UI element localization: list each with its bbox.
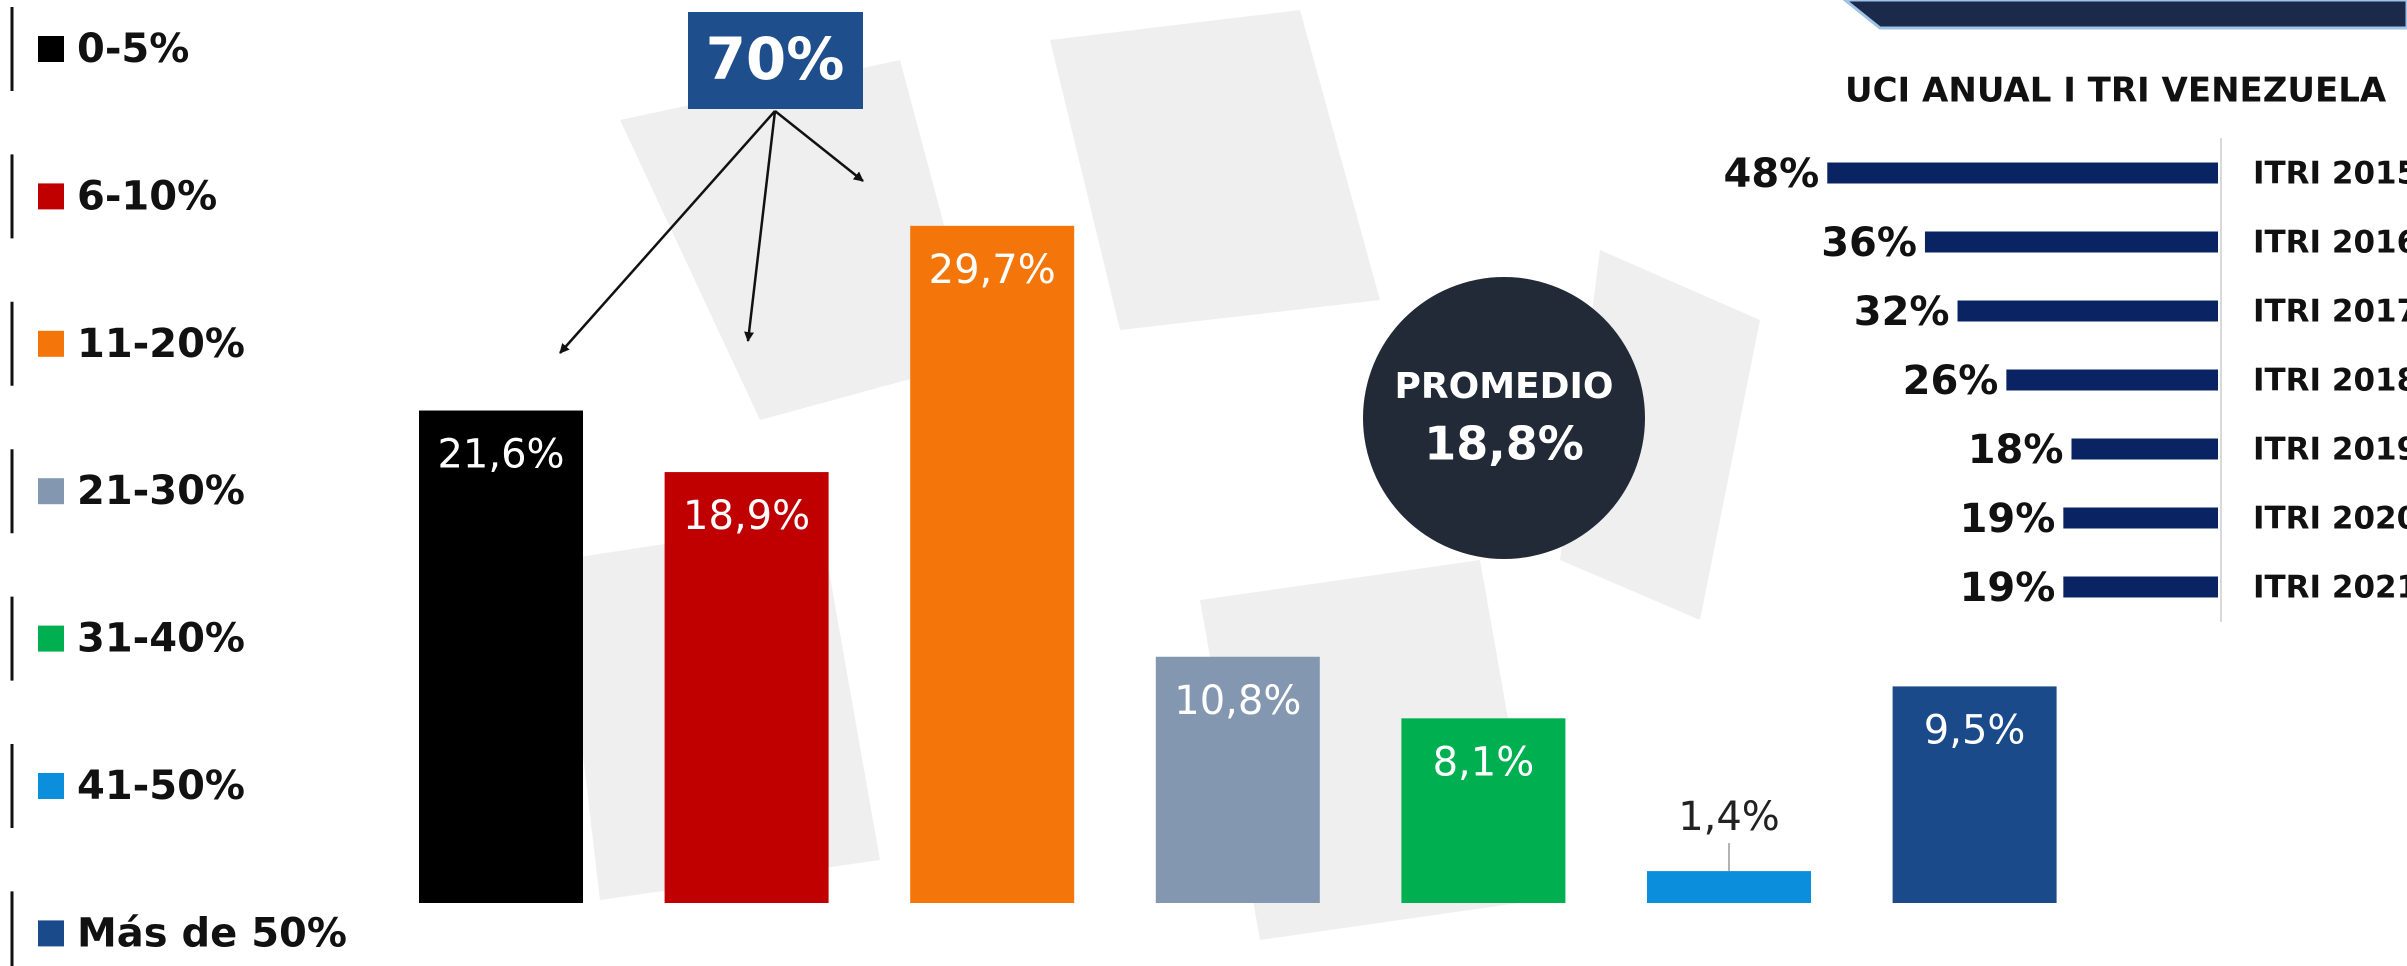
bar <box>1924 231 2218 253</box>
category-label: ITRI 2017 <box>2253 294 2407 330</box>
arrows <box>559 110 864 354</box>
bar <box>1155 656 1320 903</box>
legend-swatch <box>38 920 64 947</box>
legend-label: 21-30% <box>77 468 245 514</box>
bar <box>419 410 583 903</box>
bar <box>1957 300 2218 322</box>
legend-label: 11-20% <box>77 321 245 367</box>
value-label: 10,8% <box>1174 678 1301 724</box>
category-label: ITRI 2016 <box>2253 225 2407 261</box>
average-circle <box>1363 277 1645 559</box>
chart-title: UCI ANUAL I TRI VENEZUELA <box>1845 71 2387 111</box>
value-label: 29,7% <box>929 247 1056 293</box>
bar <box>1892 686 2057 903</box>
legend-swatch <box>38 330 64 357</box>
value-label: 8,1% <box>1433 739 1535 785</box>
bar <box>664 472 829 903</box>
legend-swatch <box>38 773 64 799</box>
legend-label: 0-5% <box>77 26 189 72</box>
legend-swatch <box>38 36 64 62</box>
value-label: 32% <box>1854 289 1950 335</box>
category-label: ITRI 2021 <box>2253 570 2407 606</box>
category-label: ITRI 2018 <box>2253 363 2407 399</box>
header-tab <box>1842 0 2407 30</box>
legend-label: 6-10% <box>77 173 217 219</box>
value-label: 9,5% <box>1924 707 2026 753</box>
bar <box>1401 718 1566 903</box>
value-label: 19% <box>1960 565 2056 611</box>
annotation: 70% <box>706 25 845 93</box>
legend-label: 41-50% <box>77 763 245 809</box>
bar <box>1827 162 2218 184</box>
bar <box>1647 871 1811 903</box>
legend-swatch <box>38 183 64 210</box>
legend-label: Más de 50% <box>77 910 347 956</box>
legend-swatch <box>38 478 64 505</box>
category-label: ITRI 2020 <box>2253 501 2407 537</box>
bar <box>910 225 1075 904</box>
bar <box>2063 507 2218 529</box>
bar <box>2006 369 2218 391</box>
category-label: ITRI 2019 <box>2253 432 2407 468</box>
bar <box>2071 438 2218 460</box>
value-label: 48% <box>1724 151 1820 197</box>
legend-swatch <box>38 625 64 652</box>
bar <box>2063 576 2218 598</box>
legend-label: 31-40% <box>77 616 245 662</box>
value-label: 36% <box>1821 220 1917 266</box>
value-label: 18,9% <box>683 493 810 539</box>
category-label: ITRI 2015 <box>2253 156 2407 192</box>
value-label: 26% <box>1903 358 1999 404</box>
value-label: 18% <box>1968 427 2064 473</box>
value-label: 1,4% <box>1678 794 1780 840</box>
annotation: 18,8% <box>1424 417 1584 471</box>
value-label: 21,6% <box>437 432 564 478</box>
annotation-box <box>688 12 863 109</box>
value-label: 19% <box>1960 496 2056 542</box>
annotation: PROMEDIO <box>1394 366 1613 407</box>
